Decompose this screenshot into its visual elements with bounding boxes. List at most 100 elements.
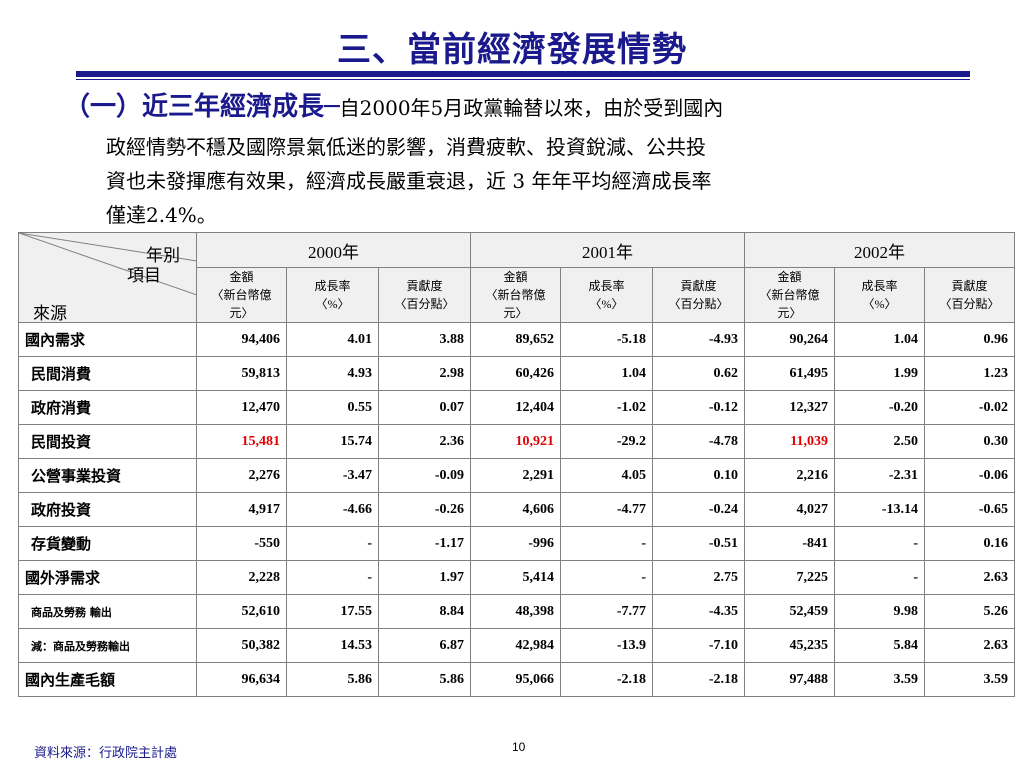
table-cell: 0.62 (652, 356, 745, 391)
column-header: 成長率 〈%〉 (560, 267, 653, 323)
table-cell: 97,488 (744, 662, 835, 697)
table-cell: - (834, 526, 925, 561)
page-number: 10 (512, 740, 526, 754)
table-cell: 95,066 (470, 662, 561, 697)
table-cell: 2.98 (378, 356, 471, 391)
table-cell: 52,610 (196, 594, 287, 629)
table-cell: 12,327 (744, 390, 835, 425)
table-cell: 90,264 (744, 322, 835, 357)
page-title: 三、當前經濟發展情勢 (337, 30, 687, 70)
column-header-unit: 〈新台幣億元〉 (485, 288, 546, 320)
corner-source-label: 來源 (33, 304, 67, 323)
table-cell: 3.59 (834, 662, 925, 697)
column-header-unit: 〈新台幣億元〉 (759, 288, 820, 320)
table-cell: 8.84 (378, 594, 471, 629)
column-header-title: 金額 (229, 270, 254, 284)
year-header: 2001年 (470, 232, 745, 268)
title-underline-thin (76, 79, 970, 80)
column-header-unit: 〈%〉 (862, 297, 897, 311)
title-underline (76, 71, 970, 77)
table-cell: 4.93 (286, 356, 379, 391)
corner-year-label: 年別 (146, 246, 180, 265)
table-cell: 0.55 (286, 390, 379, 425)
table-cell: 4,606 (470, 492, 561, 527)
table-cell: 1.23 (924, 356, 1015, 391)
table-cell: 60,426 (470, 356, 561, 391)
table-cell: -4.77 (560, 492, 653, 527)
table-cell: 5.84 (834, 628, 925, 663)
table-cell: 3.59 (924, 662, 1015, 697)
table-cell: - (560, 560, 653, 595)
table-cell: - (834, 560, 925, 595)
row-label: 商品及勞務 輸出 (18, 594, 197, 629)
table-cell: 5.86 (286, 662, 379, 697)
table-row: 國內需求 94,406 4.01 3.88 89,652 -5.18 -4.93 90,264… (18, 322, 1015, 357)
table-cell: 0.10 (652, 458, 745, 493)
table-cell: -7.77 (560, 594, 653, 629)
table-cell: -5.18 (560, 322, 653, 357)
column-header-unit: 〈新台幣億元〉 (211, 288, 272, 320)
table-cell: 1.97 (378, 560, 471, 595)
column-header: 貢獻度 〈百分點〉 (924, 267, 1015, 323)
source-note: 資料來源：行政院主計處 (34, 746, 178, 761)
table-cell: 2.36 (378, 424, 471, 459)
table-cell: 52,459 (744, 594, 835, 629)
table-cell: -29.2 (560, 424, 653, 459)
table-cell: -4.35 (652, 594, 745, 629)
table-cell: 2,216 (744, 458, 835, 493)
table-cell: 5.86 (378, 662, 471, 697)
table-cell: -2.18 (560, 662, 653, 697)
table-row: 國外淨需求 2,228-1.97 5,414-2.75 7,225-2.63 (18, 560, 1015, 595)
table-cell: 2.50 (834, 424, 925, 459)
table-cell: 61,495 (744, 356, 835, 391)
table-cell: 48,398 (470, 594, 561, 629)
column-header: 金額 〈新台幣億元〉 (744, 267, 835, 323)
table-row: 減：商品及勞務輸出 50,382 14.53 6.87 42,984 -13.9 -7.10… (18, 628, 1015, 663)
gdp-table: 年別 項目 來源 2000年 2001年 2002年 金額 〈新台幣億元〉 成長率〈… (18, 232, 1015, 697)
row-label: 存貨變動 (18, 526, 197, 561)
table-cell: 10,921 (470, 424, 561, 459)
table-row: 民間投資 15,481 15.74 2.36 10,921 -29.2 -4.78 11,03… (18, 424, 1015, 459)
table-cell: -1.17 (378, 526, 471, 561)
column-header-title: 成長率 (314, 279, 351, 293)
column-header: 貢獻度 〈百分點〉 (652, 267, 745, 323)
table-cell: -996 (470, 526, 561, 561)
table-cell: -550 (196, 526, 287, 561)
column-header-title: 貢獻度 (680, 279, 717, 293)
table-cell: 15.74 (286, 424, 379, 459)
table-cell: -0.02 (924, 390, 1015, 425)
column-header-unit: 〈%〉 (589, 297, 624, 311)
table-cell: 50,382 (196, 628, 287, 663)
table-cell: 15,481 (196, 424, 287, 459)
table-cell: 96,634 (196, 662, 287, 697)
table-cell: - (560, 526, 653, 561)
corner-item-label: 項目 (127, 266, 161, 285)
row-label: 政府投資 (18, 492, 197, 527)
table-cell: -0.51 (652, 526, 745, 561)
column-header: 成長率 〈%〉 (286, 267, 379, 323)
table-cell: 1.04 (834, 322, 925, 357)
table-cell: 4.05 (560, 458, 653, 493)
table-cell: -0.65 (924, 492, 1015, 527)
table-cell: 4,917 (196, 492, 287, 527)
table-cell: 0.96 (924, 322, 1015, 357)
table-cell: -0.20 (834, 390, 925, 425)
table-cell: 12,470 (196, 390, 287, 425)
table-cell: -0.06 (924, 458, 1015, 493)
table-cell: 12,404 (470, 390, 561, 425)
row-label: 民間投資 (18, 424, 197, 459)
table-cell: 1.04 (560, 356, 653, 391)
table-cell: -1.02 (560, 390, 653, 425)
table-corner-cell: 年別 項目 來源 (18, 232, 197, 323)
table-cell: -0.26 (378, 492, 471, 527)
table-cell: 3.88 (378, 322, 471, 357)
table-cell: -3.47 (286, 458, 379, 493)
table-cell: 2.63 (924, 628, 1015, 663)
corner-diagonal (19, 233, 197, 296)
table-cell: -0.24 (652, 492, 745, 527)
column-header-title: 金額 (503, 270, 528, 284)
year-header: 2000年 (196, 232, 471, 268)
table-cell: - (286, 526, 379, 561)
table-cell: 0.07 (378, 390, 471, 425)
intro-line-1: 自2000年5月政黨輪替以來，由於受到國內 (339, 96, 724, 120)
